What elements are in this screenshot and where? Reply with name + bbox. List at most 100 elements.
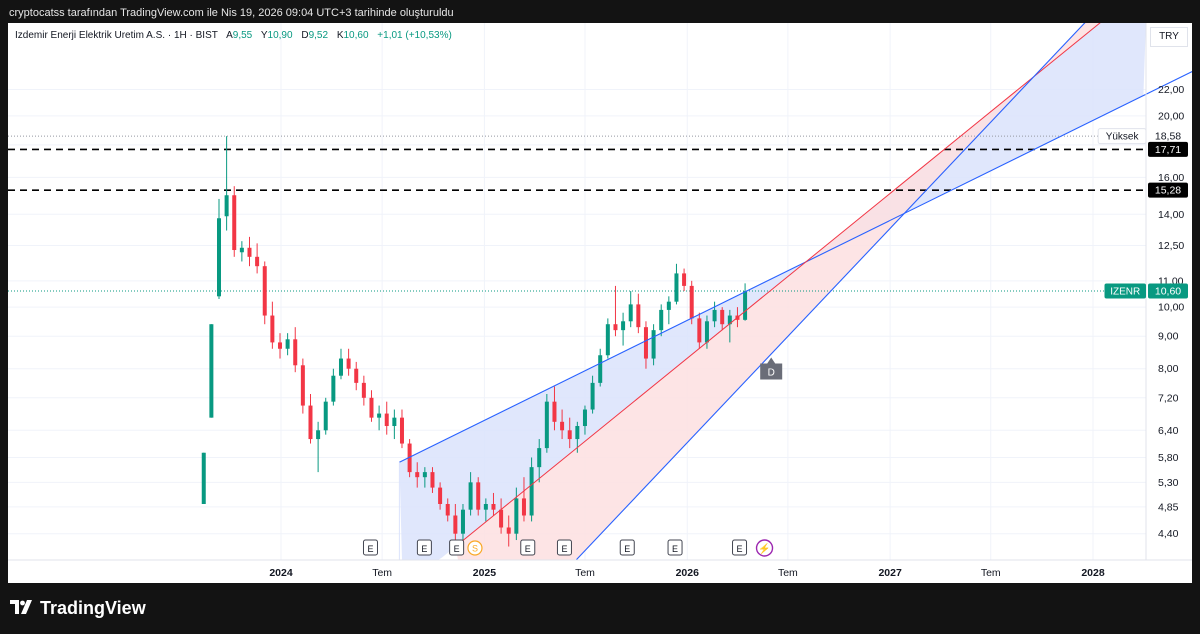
footer [0,584,1200,634]
y-tick-label: 4,40 [1158,528,1179,540]
earnings-event-icon [362,539,378,556]
x-tick-label: Tem [778,567,798,579]
candle-body [201,452,206,504]
symbol-legend: Izdemir Enerji Elektrik Uretim A.S. · 1H… [15,30,452,41]
earnings-event-icon [416,539,432,556]
candle-body [720,309,725,325]
candle-body [567,430,572,440]
candle-body [743,291,748,320]
candle-body [483,503,488,510]
chart-credit: cryptocatss tarafından TradingView.com i… [9,7,454,19]
candle-body [544,401,549,449]
event-label: E [525,544,531,554]
candle-body [338,358,343,376]
currency-button[interactable]: TRY [1150,27,1188,47]
candle-body [636,304,641,328]
candle-body [277,342,282,349]
marker-label: D [768,367,775,378]
price-tag-value: 15,28 [1155,185,1181,197]
event-label: E [737,544,743,554]
x-tick-label: 2024 [269,567,293,579]
candle-body [689,285,694,319]
candle-body [308,405,313,440]
x-tick-label: 2026 [676,567,700,579]
symbol-name: Izdemir Enerji Elektrik Uretim A.S. [15,30,166,41]
candle-body [613,324,618,331]
price-chart[interactable]: E E E S E E E E E ⚡ D 4,40 4,85 5,30 5,80 6,40 7,20 8,0… [8,23,1192,583]
candle-body [605,324,610,356]
price-tag-name-box [1097,128,1147,145]
candle-body [643,327,648,359]
y-tick-label: 22,00 [1158,84,1184,96]
candle-body [682,273,687,286]
candle-body [460,509,465,534]
channel-middle-line [455,23,1101,547]
candle-body [300,365,305,406]
candle-body [468,482,473,510]
candle-body [514,498,519,534]
candle-body [399,417,404,444]
symbol-exchange: BIST [195,30,218,41]
chart-frame[interactable]: E E E S E E E E E ⚡ D 4,40 4,85 5,30 5,80 6,40 7,20 8,0… [8,23,1192,583]
y-tick-label: 14,00 [1158,209,1184,221]
tradingview-logo-icon [10,600,32,614]
event-label: E [421,544,427,554]
y-tick-label: 16,00 [1158,172,1184,184]
event-label: S [472,544,478,554]
channel-lower-line [575,23,1086,561]
price-tag [1148,141,1188,157]
candle-body [331,375,336,402]
candle-body [247,247,252,257]
earnings-event-icon [619,539,635,556]
close-label: K [336,30,344,41]
tradingview-wordmark: TradingView [40,598,146,618]
y-tick-label: 7,20 [1158,392,1179,404]
x-tick-label: Tem [981,567,1001,579]
candle-body [674,273,679,302]
candle-body [232,195,237,251]
candle-body [216,218,221,297]
price-tag [1148,128,1188,144]
event-label: E [367,544,373,554]
price-tag-name-box [1104,283,1146,299]
candle-body [552,401,557,422]
candle-body [506,527,511,534]
candle-body [285,339,290,349]
split-event-icon [467,540,483,556]
dividend-marker-icon [760,357,783,380]
candle-body [422,472,427,478]
candle-body [377,413,382,418]
candle-body [712,309,717,322]
candle-body [209,324,214,418]
candle-body [659,309,664,331]
earnings-event-icon [520,539,536,556]
candle-body [323,401,328,431]
candle-body [727,315,732,325]
lightning-event-icon [755,539,774,557]
candle-body [537,448,542,468]
candle-body [704,321,709,343]
event-label: E [624,544,630,554]
candle-body [270,315,275,343]
open-value: 9,55 [232,30,253,41]
low-label: D [301,30,309,41]
price-tag-name: Yüksek [1106,132,1140,143]
high-value: 10,90 [267,30,293,41]
price-tag-value: 18,58 [1155,131,1181,143]
candle-body [621,321,626,331]
price-tag [1148,283,1188,299]
symbol-interval: 1H [173,30,187,41]
x-tick-label: Tem [575,567,595,579]
event-label: E [454,544,460,554]
earnings-event-icon [667,539,683,556]
candle-body [628,304,633,322]
y-tick-label: 5,30 [1158,477,1179,489]
candle-body [575,426,580,440]
earnings-event-icon [556,539,572,556]
candle-body [499,509,504,528]
candle-body [293,339,298,366]
x-tick-label: 2028 [1081,567,1105,579]
candle-body [438,487,443,504]
candle-body [255,256,260,267]
candle-body [346,358,351,369]
